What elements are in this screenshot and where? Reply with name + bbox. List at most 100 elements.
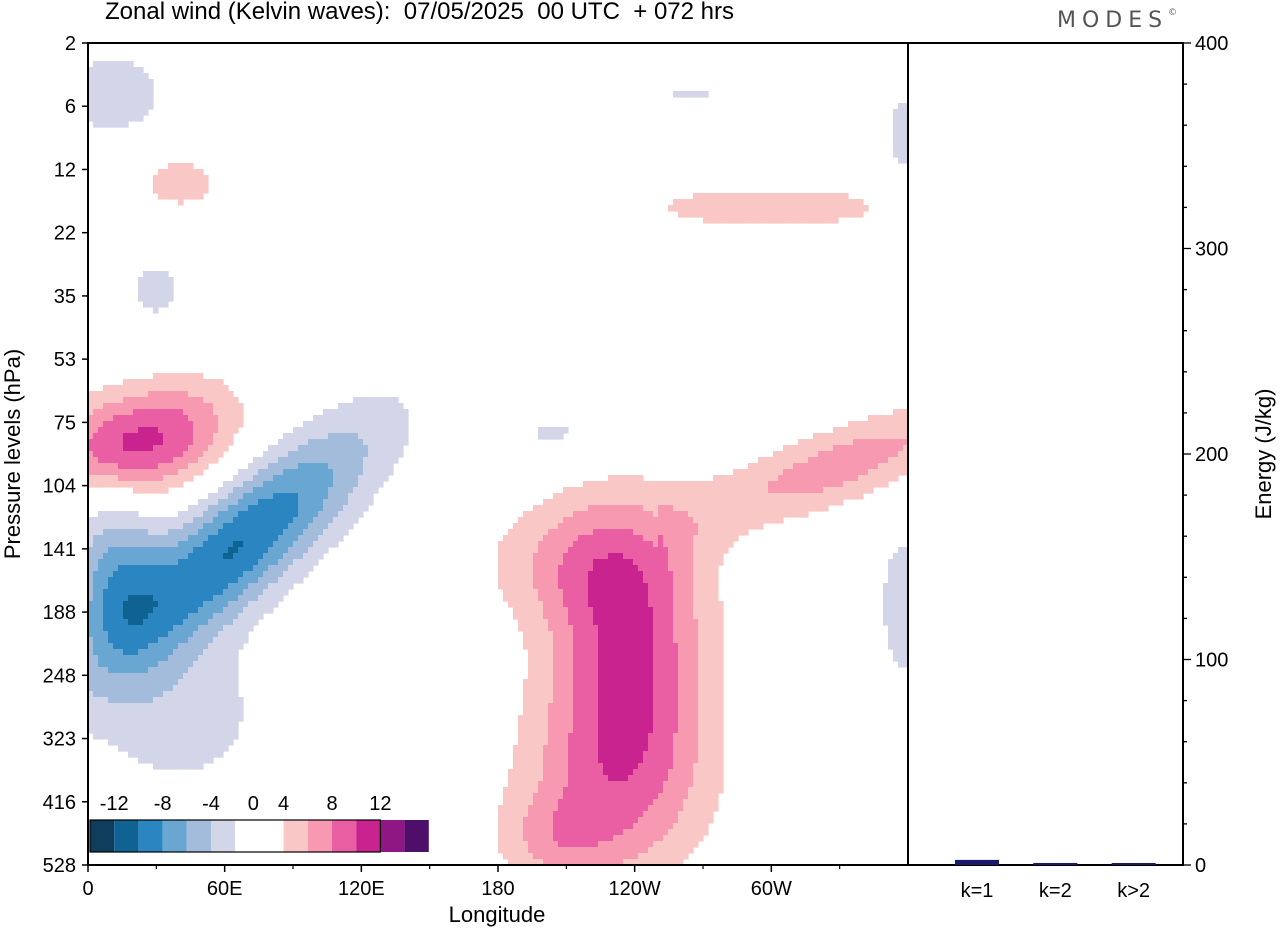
- heatmap-cell: [598, 709, 604, 716]
- heatmap-cell: [528, 655, 534, 662]
- heatmap-cell: [608, 595, 614, 602]
- heatmap-cell: [183, 529, 189, 536]
- heatmap-cell: [688, 199, 694, 206]
- heatmap-cell: [868, 451, 874, 458]
- heatmap-cell: [103, 103, 109, 110]
- heatmap-cell: [198, 601, 204, 608]
- heatmap-cell: [693, 211, 699, 218]
- heatmap-cell: [133, 691, 139, 698]
- heatmap-cell: [523, 613, 529, 620]
- heatmap-cell: [228, 505, 234, 512]
- heatmap-cell: [153, 295, 159, 302]
- heatmap-cell: [203, 673, 209, 680]
- heatmap-cell: [863, 433, 869, 440]
- heatmap-cell: [148, 445, 154, 452]
- heatmap-cell: [203, 577, 209, 584]
- heatmap-cell: [553, 559, 559, 566]
- heatmap-cell: [593, 517, 599, 524]
- heatmap-cell: [818, 475, 824, 482]
- heatmap-cell: [898, 469, 904, 476]
- heatmap-cell: [528, 703, 534, 710]
- heatmap-cell: [223, 679, 229, 686]
- heatmap-cell: [188, 559, 194, 566]
- heatmap-cell: [153, 181, 159, 188]
- heatmap-cell: [98, 649, 104, 656]
- heatmap-cell: [143, 403, 149, 410]
- heatmap-cell: [228, 553, 234, 560]
- heatmap-cell: [263, 487, 269, 494]
- heatmap-cell: [608, 481, 614, 488]
- heatmap-cell: [283, 589, 289, 596]
- heatmap-cell: [138, 91, 144, 98]
- heatmap-cell: [658, 559, 664, 566]
- heatmap-cell: [188, 175, 194, 182]
- heatmap-cell: [523, 577, 529, 584]
- heatmap-cell: [638, 559, 644, 566]
- heatmap-cell: [848, 451, 854, 458]
- heatmap-cell: [558, 517, 564, 524]
- heatmap-cell: [138, 667, 144, 674]
- heatmap-cell: [568, 553, 574, 560]
- heatmap-cell: [378, 403, 384, 410]
- heatmap-cell: [543, 565, 549, 572]
- heatmap-cell: [528, 619, 534, 626]
- heatmap-cell: [358, 403, 364, 410]
- heatmap-cell: [763, 505, 769, 512]
- heatmap-cell: [588, 607, 594, 614]
- heatmap-cell: [893, 433, 899, 440]
- heatmap-cell: [548, 631, 554, 638]
- heatmap-cell: [278, 499, 284, 506]
- heatmap-cell: [103, 439, 109, 446]
- heatmap-cell: [203, 511, 209, 518]
- heatmap-cell: [148, 607, 154, 614]
- heatmap-cell: [388, 403, 394, 410]
- heatmap-cell: [728, 541, 734, 548]
- heatmap-cell: [583, 673, 589, 680]
- heatmap-cell: [158, 391, 164, 398]
- heatmap-cell: [303, 469, 309, 476]
- heatmap-cell: [563, 697, 569, 704]
- heatmap-cell: [168, 577, 174, 584]
- heatmap-cell: [143, 697, 149, 704]
- heatmap-cell: [273, 601, 279, 608]
- heatmap-cell: [583, 505, 589, 512]
- heatmap-cell: [853, 469, 859, 476]
- heatmap-cell: [103, 691, 109, 698]
- heatmap-cell: [603, 583, 609, 590]
- heatmap-cell: [738, 529, 744, 536]
- heatmap-cell: [633, 475, 639, 482]
- heatmap-cell: [593, 613, 599, 620]
- heatmap-cell: [103, 721, 109, 728]
- heatmap-cell: [533, 571, 539, 578]
- heatmap-cell: [878, 439, 884, 446]
- heatmap-cell: [133, 433, 139, 440]
- heatmap-cell: [888, 583, 894, 590]
- heatmap-cell: [518, 577, 524, 584]
- heatmap-cell: [303, 487, 309, 494]
- heatmap-cell: [268, 517, 274, 524]
- heatmap-cell: [228, 565, 234, 572]
- heatmap-cell: [693, 691, 699, 698]
- heatmap-cell: [613, 607, 619, 614]
- heatmap-cell: [268, 499, 274, 506]
- heatmap-cell: [213, 643, 219, 650]
- heatmap-cell: [688, 595, 694, 602]
- heatmap-cell: [123, 517, 129, 524]
- heatmap-cell: [668, 709, 674, 716]
- heatmap-cell: [358, 481, 364, 488]
- heatmap-cell: [843, 469, 849, 476]
- heatmap-cell: [838, 463, 844, 470]
- heatmap-cell: [118, 121, 124, 128]
- heatmap-cell: [583, 691, 589, 698]
- heatmap-cell: [228, 655, 234, 662]
- heatmap-cell: [533, 553, 539, 560]
- heatmap-cell: [758, 511, 764, 518]
- heatmap-cell: [263, 499, 269, 506]
- heatmap-cell: [793, 505, 799, 512]
- heatmap-cell: [198, 673, 204, 680]
- heatmap-cell: [618, 637, 624, 644]
- heatmap-cell: [273, 577, 279, 584]
- heatmap-cell: [688, 547, 694, 554]
- heatmap-cell: [553, 691, 559, 698]
- heatmap-cell: [293, 427, 299, 434]
